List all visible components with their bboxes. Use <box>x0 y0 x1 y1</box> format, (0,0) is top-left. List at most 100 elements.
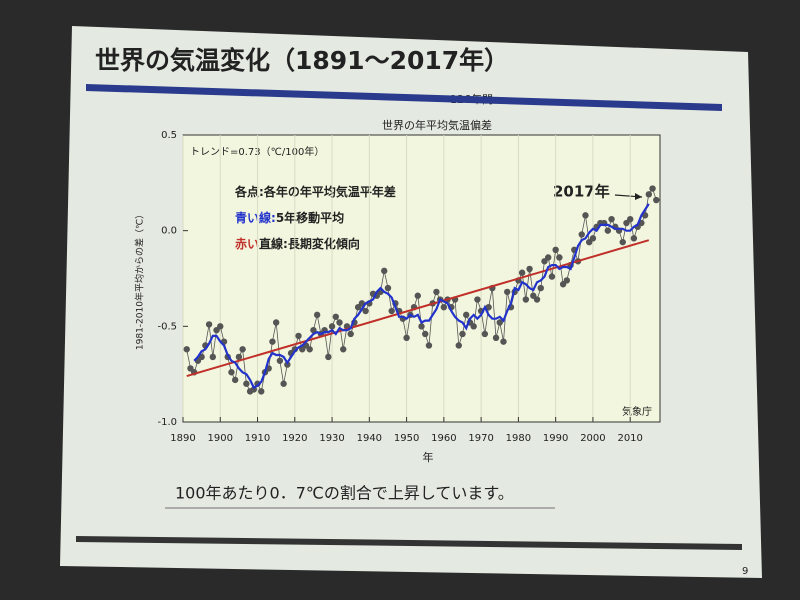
data-point <box>414 292 421 299</box>
legend-entry: 各点:各年の年平均気温平年差 <box>234 184 396 199</box>
data-point <box>522 296 530 303</box>
x-tick-label: 1890 <box>170 433 195 444</box>
series-line <box>193 203 650 390</box>
x-tick-label: 1920 <box>282 433 307 444</box>
data-point <box>649 185 656 192</box>
data-point <box>336 319 343 326</box>
data-point <box>526 265 533 273</box>
data-point <box>310 326 317 334</box>
x-tick-label: 1910 <box>245 433 270 444</box>
data-point <box>235 353 243 361</box>
data-point <box>608 215 615 223</box>
data-point <box>481 330 489 338</box>
annotation: 2017年 <box>553 183 610 201</box>
data-point <box>545 254 552 261</box>
x-tick-label: 1930 <box>319 433 344 444</box>
data-point <box>362 307 369 315</box>
data-point <box>474 296 481 303</box>
data-point <box>209 353 217 361</box>
data-point <box>552 246 559 253</box>
data-point <box>258 388 265 395</box>
data-point <box>422 330 429 338</box>
data-point <box>533 296 541 303</box>
data-point <box>619 238 626 246</box>
data-point <box>563 277 571 284</box>
x-tick-label: 1900 <box>208 433 233 444</box>
data-point <box>347 330 354 338</box>
y-tick-label: 0.5 <box>161 130 177 141</box>
data-point <box>537 284 544 292</box>
data-point <box>269 338 276 345</box>
data-point <box>280 380 287 387</box>
legend-label: 赤い <box>235 236 259 251</box>
data-point <box>272 319 280 326</box>
legend-name: 5年移動平均 <box>276 210 344 225</box>
y-tick-label: 0.0 <box>161 226 177 237</box>
data-point <box>183 346 190 353</box>
data-point <box>630 235 638 242</box>
legend-label: 直線: <box>259 236 288 251</box>
data-point <box>500 338 507 345</box>
data-point <box>582 212 589 219</box>
x-tick-label: 1970 <box>468 433 493 444</box>
data-point <box>578 231 585 238</box>
data-point <box>276 357 284 364</box>
legend-label: 青い線: <box>235 210 276 225</box>
source: 気象庁 <box>622 405 652 418</box>
data-point <box>418 323 425 330</box>
x-tick-label: 2000 <box>580 433 605 444</box>
y-tick-label: -1.0 <box>157 417 177 428</box>
data-point <box>492 334 500 342</box>
data-point <box>306 346 313 353</box>
legend-name: 各年の年平均気温平年差 <box>263 184 396 199</box>
data-point <box>228 369 235 376</box>
x-tick-label: 1980 <box>506 433 531 444</box>
slide-title: 世界の気温変化（1891～2017年） <box>95 46 509 75</box>
data-point <box>332 313 339 320</box>
data-point <box>217 323 224 330</box>
data-point <box>205 321 213 328</box>
x-tick-label: 1990 <box>543 433 568 444</box>
data-point <box>239 346 246 353</box>
data-point <box>340 346 347 353</box>
data-point <box>384 284 392 292</box>
data-point <box>518 269 526 276</box>
data-point <box>496 319 503 326</box>
y-tick-label: -0.5 <box>157 321 177 332</box>
data-point <box>556 254 563 261</box>
x-tick-label: 2010 <box>617 433 642 444</box>
data-point <box>313 311 321 319</box>
chart-title: 世界の年平均気温偏差 <box>382 118 492 132</box>
data-point <box>440 304 448 311</box>
data-point <box>388 307 395 315</box>
marks: 1890 1900 1910 1920 1930 1940 1950 1960 1970 1980… <box>157 130 660 444</box>
x-tick-label: 1940 <box>357 433 382 444</box>
data-point <box>645 191 653 198</box>
legend-name: 長期変化傾向 <box>288 236 360 251</box>
footer-text: 100年あたり0．7℃の割合で上昇しています。 <box>175 484 514 503</box>
plot-area <box>182 134 661 423</box>
data-point <box>504 288 511 296</box>
legend-entry: 赤い直線:長期変化傾向 <box>235 236 360 251</box>
title-bar <box>86 84 722 111</box>
page-number: 9 <box>742 566 748 577</box>
x-tick-label: 1960 <box>431 433 456 444</box>
x-tick-label: 1950 <box>394 433 419 444</box>
data-point <box>626 215 634 223</box>
x-axis-label: 年 <box>423 450 434 464</box>
data-point <box>589 235 597 242</box>
data-point <box>459 330 466 338</box>
data-point <box>243 380 250 387</box>
data-point <box>433 288 440 296</box>
y-axis-label: 1981-2010年平均からの差（℃） <box>134 210 146 350</box>
data-point <box>325 353 332 361</box>
data-point <box>425 342 433 349</box>
data-point <box>653 196 660 204</box>
data-point <box>485 304 492 311</box>
data-point <box>403 334 410 342</box>
legend-label: 各点: <box>234 184 264 199</box>
bottom-bar <box>76 536 742 550</box>
data-point <box>470 323 477 330</box>
data-point <box>295 332 302 340</box>
